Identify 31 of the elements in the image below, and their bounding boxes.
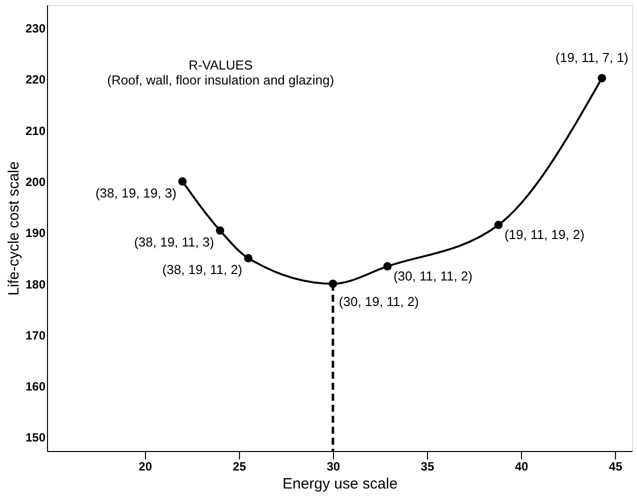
x-tick-label: 40: [514, 460, 529, 474]
annotation: (38, 19, 11, 2): [162, 262, 242, 278]
y-tick-label: 230: [25, 22, 46, 36]
y-tick-label: 210: [25, 124, 46, 138]
x-axis-title: Energy use scale: [282, 476, 398, 492]
x-tick-label: 45: [608, 460, 623, 474]
y-tick-label: 170: [25, 328, 46, 342]
y-tick-label: 200: [25, 174, 46, 189]
annotation: R-VALUES (Roof, wall, floor insulation and glazing): [107, 58, 334, 88]
annotation: (19, 11, 7, 1): [556, 50, 628, 66]
y-tick-label: 160: [25, 380, 46, 394]
point: [244, 254, 252, 262]
point: [494, 220, 503, 230]
point: [598, 74, 606, 82]
y-axis-title: Life-cycle cost scale: [5, 161, 22, 296]
x-tick-label: 35: [420, 460, 434, 474]
point: [178, 177, 187, 186]
point: [383, 262, 392, 271]
annotation: (30, 11, 11, 2): [393, 268, 472, 284]
y-tick-label: 220: [25, 72, 46, 87]
y-tick-label: 150: [25, 430, 46, 445]
annotation: (38, 19, 11, 3): [134, 234, 214, 250]
annotation: (30, 19, 11, 2): [338, 294, 419, 309]
x-tick-label: 20: [138, 460, 152, 474]
y-tick-label: 190: [25, 226, 46, 240]
y-tick-label: 180: [25, 277, 46, 292]
x-tick-label: 25: [232, 460, 246, 474]
annotation: (38, 19, 19, 3): [95, 185, 176, 200]
annotation: (19, 11, 19, 2): [504, 226, 584, 242]
x-tick-label: 30: [326, 460, 340, 474]
point: [216, 226, 224, 235]
